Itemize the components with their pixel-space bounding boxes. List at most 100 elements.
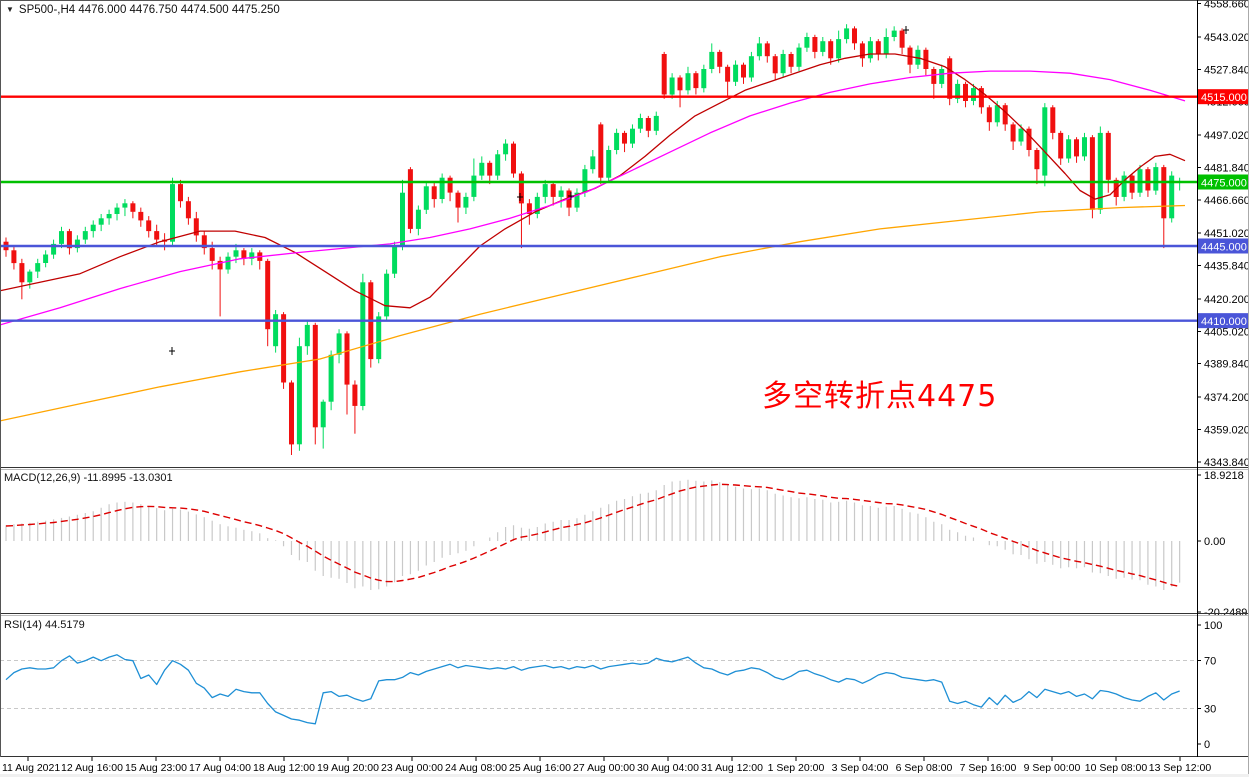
bear-candle-body [455, 192, 461, 208]
bull-candle-body [225, 256, 231, 270]
price-tick-label: 4343.840 [1204, 457, 1249, 469]
bear-candle-body [154, 231, 160, 240]
time-tick-label: 9 Sep 00:00 [1024, 762, 1081, 774]
level-price-tag-text: 4475.000 [1201, 178, 1247, 190]
time-axis[interactable]: 11 Aug 2021 12 Aug 16:00 15 Aug 23:00 17 Au… [2, 757, 1211, 774]
bear-candle-body [828, 41, 834, 59]
price-tick-label: 4558.660 [1204, 0, 1249, 11]
bull-candle-body [836, 39, 842, 59]
bear-candle-body [1058, 132, 1064, 159]
bear-candle-body [677, 77, 683, 91]
bear-candle-body [201, 235, 207, 249]
bear-candle-body [241, 250, 247, 259]
bull-candle-body [748, 56, 754, 78]
bear-candle-body [281, 314, 287, 383]
bear-candle-body [289, 382, 294, 445]
bull-candle-body [423, 186, 429, 210]
bull-candle-body [479, 162, 485, 176]
candles [3, 24, 1183, 455]
bull-candle-body [756, 43, 762, 57]
price-tick-label: 4420.200 [1204, 294, 1249, 306]
bear-candle-body [138, 211, 144, 221]
bear-candle-body [875, 41, 881, 54]
time-tick-label: 23 Aug 00:00 [381, 762, 443, 774]
price-tick-label: 4405.020 [1204, 326, 1249, 338]
bull-candle-body [971, 88, 976, 101]
time-tick-label: 24 Aug 08:00 [445, 762, 507, 774]
ma-slow-orange-line [0, 204, 1186, 422]
bull-candle-body [74, 239, 80, 249]
bull-candle-body [820, 41, 826, 52]
chart-text-annotation[interactable]: 多空转折点4475 [762, 379, 998, 414]
time-tick-label: 7 Sep 16:00 [960, 762, 1017, 774]
symbol-info-text: SP500-,H4 4476.000 4476.750 4474.500 447… [18, 4, 280, 16]
bull-candle-body [51, 243, 57, 255]
bear-candle-body [725, 66, 731, 82]
bull-candle-body [542, 184, 548, 197]
price-tick-label: 4374.200 [1204, 392, 1249, 404]
price-tick-label: 4359.020 [1204, 424, 1249, 436]
bull-candle-body [439, 177, 445, 199]
bear-candle-body [193, 218, 199, 236]
bear-candle-body [1161, 167, 1167, 219]
macd-histogram [5, 479, 1181, 590]
symbol-header: ▼ SP500-,H4 4476.000 4476.750 4474.500 44… [6, 4, 280, 16]
bull-candle-body [90, 224, 96, 232]
bear-candle-body [1089, 137, 1095, 210]
bull-candle-body [233, 250, 239, 257]
bear-candle-body [693, 73, 699, 89]
bull-candle-body [883, 37, 889, 55]
bear-candle-body [812, 37, 818, 52]
bear-candle-body [550, 184, 556, 197]
trade-markers [169, 26, 909, 355]
bull-candle-body [891, 30, 897, 37]
time-tick-label: 25 Aug 16:00 [509, 762, 571, 774]
symbol-dropdown-icon[interactable]: ▼ [6, 5, 14, 14]
bull-candle-body [614, 132, 620, 150]
ma-mid-magenta-line [0, 70, 1186, 326]
bull-candle-body [384, 273, 390, 317]
bear-candle-body [11, 250, 17, 264]
bull-candle-body [122, 203, 128, 208]
bull-candle-body [170, 184, 175, 242]
bull-candle-body [376, 316, 382, 360]
time-tick-label: 30 Aug 04:00 [637, 762, 699, 774]
bull-candle-body [780, 54, 786, 74]
bull-candle-body [630, 128, 635, 144]
bull-candle-body [994, 105, 1000, 123]
bull-candle-body [1042, 107, 1048, 176]
price-tick-label: 4497.020 [1204, 130, 1249, 142]
horizontal-level-lines: 4515.000 4475.000 4445.000 4410.000 [0, 89, 1249, 329]
level-price-tag [1198, 89, 1249, 105]
bear-candle-body [1129, 175, 1135, 193]
time-tick-label: 12 Aug 16:00 [61, 762, 123, 774]
bear-candle-body [931, 69, 937, 84]
price-tick-label: 4543.020 [1204, 32, 1249, 44]
time-tick-label: 1 Sep 20:00 [768, 762, 825, 774]
bear-candle-body [947, 58, 953, 99]
time-tick-label: 10 Sep 08:00 [1085, 762, 1148, 774]
bull-candle-body [574, 192, 580, 208]
bull-candle-body [955, 83, 961, 99]
bear-candle-body [217, 260, 223, 270]
macd-axis: 18.9218 0.00 -20.2489 [1197, 470, 1247, 619]
bear-candle-body [1074, 139, 1079, 157]
bull-candle-body [1097, 132, 1103, 210]
bear-candle-body [352, 384, 358, 406]
bear-candle-body [717, 51, 723, 67]
bull-candle-body [336, 333, 342, 355]
time-tick-label: 31 Aug 12:00 [701, 762, 763, 774]
price-tick-label: 4466.660 [1204, 195, 1249, 207]
bull-candle-body [1169, 175, 1175, 219]
rsi-line [5, 654, 1180, 725]
bull-candle-body [606, 150, 612, 178]
bull-candle-body [495, 154, 501, 176]
bull-candle-body [400, 192, 405, 246]
bear-candle-body [741, 64, 746, 78]
bear-candle-body [764, 43, 770, 57]
bear-candle-body [772, 56, 778, 74]
macd-indicator-label: MACD(12,26,9) -11.8995 -13.0301 [4, 472, 173, 484]
bull-candle-body [82, 231, 88, 240]
svg-text:0.00: 0.00 [1204, 536, 1225, 548]
